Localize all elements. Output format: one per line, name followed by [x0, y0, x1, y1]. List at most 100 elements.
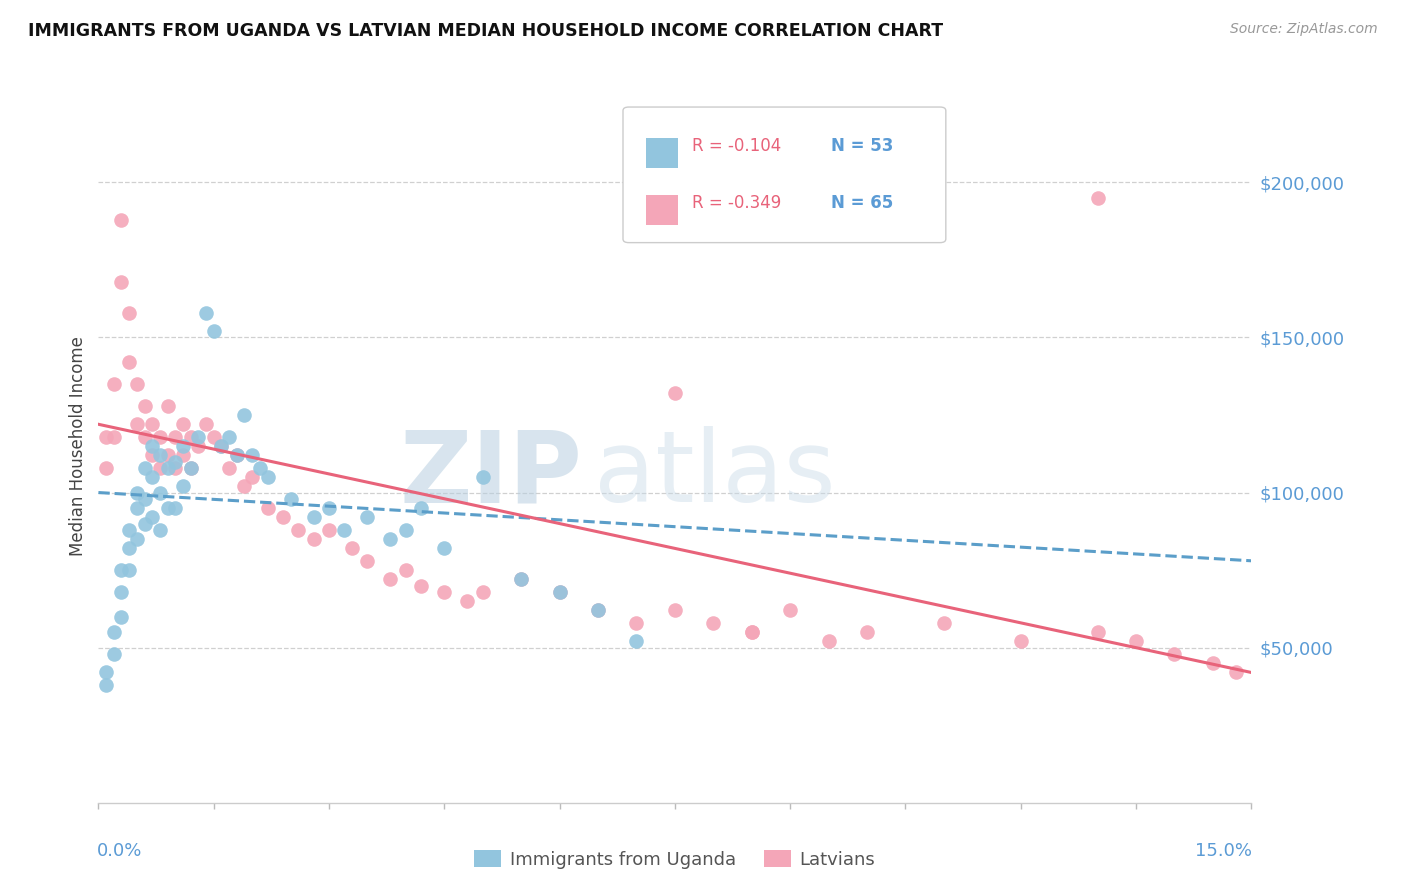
Point: [1087, 191, 1109, 205]
Point: [233, 479, 256, 493]
Point: [333, 523, 356, 537]
Point: [1225, 665, 1247, 680]
Point: [510, 573, 533, 587]
Point: [134, 491, 156, 506]
Point: [141, 510, 163, 524]
Point: [225, 448, 247, 462]
Text: atlas: atlas: [595, 426, 835, 523]
Point: [395, 523, 418, 537]
Point: [380, 573, 402, 587]
Point: [180, 430, 202, 444]
Text: ZIP: ZIP: [399, 426, 582, 523]
Point: [817, 634, 839, 648]
Point: [94, 430, 117, 444]
Point: [110, 563, 132, 577]
Point: [118, 305, 141, 319]
Point: [256, 470, 278, 484]
Text: R = -0.104: R = -0.104: [692, 137, 782, 155]
Point: [110, 275, 132, 289]
Point: [187, 439, 209, 453]
Point: [172, 479, 194, 493]
Point: [180, 460, 202, 475]
Point: [302, 532, 325, 546]
Point: [125, 485, 148, 500]
Point: [110, 212, 132, 227]
Point: [741, 625, 763, 640]
Point: [125, 376, 148, 391]
Point: [741, 625, 763, 640]
Point: [202, 324, 225, 338]
Point: [149, 430, 172, 444]
Point: [110, 609, 132, 624]
Point: [103, 430, 125, 444]
Point: [165, 430, 187, 444]
Point: [318, 501, 340, 516]
Point: [141, 470, 163, 484]
Point: [134, 460, 156, 475]
Point: [118, 563, 141, 577]
Point: [1125, 634, 1147, 648]
Point: [94, 665, 117, 680]
Point: [302, 510, 325, 524]
Point: [165, 501, 187, 516]
Point: [195, 305, 218, 319]
Point: [110, 584, 132, 599]
Point: [356, 510, 378, 524]
Point: [510, 573, 533, 587]
Point: [1202, 656, 1225, 670]
Point: [209, 439, 232, 453]
Point: [411, 579, 433, 593]
Point: [626, 634, 648, 648]
Point: [156, 448, 179, 462]
Point: [187, 430, 209, 444]
Point: [271, 510, 294, 524]
Point: [209, 439, 232, 453]
Point: [256, 501, 278, 516]
Text: N = 65: N = 65: [831, 194, 893, 212]
Point: [586, 603, 609, 617]
Point: [586, 603, 609, 617]
Point: [118, 355, 141, 369]
Point: [103, 647, 125, 661]
Point: [456, 594, 478, 608]
Point: [103, 625, 125, 640]
Point: [932, 615, 955, 630]
Text: 0.0%: 0.0%: [97, 842, 142, 860]
Point: [287, 523, 309, 537]
Point: [664, 603, 686, 617]
Point: [180, 460, 202, 475]
FancyBboxPatch shape: [647, 194, 678, 225]
Point: [380, 532, 402, 546]
Point: [433, 541, 456, 556]
Point: [240, 470, 263, 484]
Point: [134, 516, 156, 531]
Point: [471, 470, 494, 484]
Point: [548, 584, 571, 599]
Point: [218, 460, 240, 475]
Text: Source: ZipAtlas.com: Source: ZipAtlas.com: [1230, 22, 1378, 37]
Legend: Immigrants from Uganda, Latvians: Immigrants from Uganda, Latvians: [467, 843, 883, 876]
Text: N = 53: N = 53: [831, 137, 893, 155]
Y-axis label: Median Household Income: Median Household Income: [69, 336, 87, 556]
Text: R = -0.349: R = -0.349: [692, 194, 782, 212]
Point: [94, 678, 117, 692]
Point: [411, 501, 433, 516]
Point: [856, 625, 879, 640]
Point: [149, 460, 172, 475]
Point: [395, 563, 418, 577]
Point: [172, 439, 194, 453]
Point: [340, 541, 363, 556]
Point: [702, 615, 724, 630]
Point: [125, 532, 148, 546]
FancyBboxPatch shape: [647, 137, 678, 168]
Point: [156, 399, 179, 413]
Point: [134, 399, 156, 413]
Point: [626, 615, 648, 630]
Point: [779, 603, 801, 617]
Point: [141, 448, 163, 462]
Point: [156, 501, 179, 516]
Point: [149, 485, 172, 500]
Point: [172, 448, 194, 462]
Point: [149, 523, 172, 537]
Point: [1010, 634, 1032, 648]
